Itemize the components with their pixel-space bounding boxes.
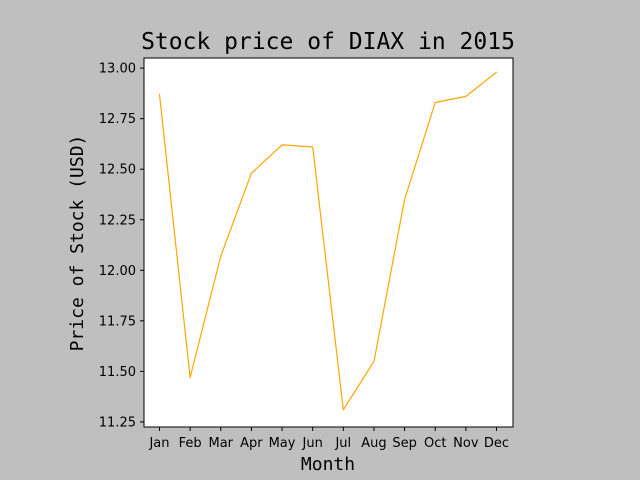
plot-area	[143, 57, 514, 428]
x-axis: Jan Feb Mar Apr May Jun Jul Aug Sep Oct Nov Dec	[148, 427, 509, 451]
x-tick-label: Sep	[392, 436, 417, 451]
x-tick-label: Oct	[424, 436, 446, 451]
x-tick-label: May	[269, 436, 296, 451]
x-tick-label: Feb	[179, 436, 202, 451]
x-tick-label: Apr	[240, 436, 263, 451]
y-tick-label: 13.00	[99, 62, 136, 77]
x-axis-label: Month	[301, 454, 355, 475]
y-tick-label: 12.00	[99, 264, 136, 279]
x-tick-label: Aug	[361, 436, 386, 451]
x-tick-label: Dec	[484, 436, 509, 451]
series-layer	[158, 71, 498, 411]
y-tick-label: 12.75	[99, 112, 136, 127]
y-tick-label: 11.25	[99, 415, 136, 430]
chart-title: Stock price of DIAX in 2015	[141, 29, 515, 55]
x-tick-label: Jan	[148, 436, 169, 451]
series-line-1	[158, 71, 498, 411]
y-tick-label: 12.25	[99, 213, 136, 228]
x-tick-label: Nov	[453, 436, 479, 451]
x-tick-label: Jul	[334, 436, 351, 451]
y-axis: 11.25 11.50 11.75 12.00 12.25 12.50 12.75 13.00	[99, 62, 144, 430]
y-tick-label: 11.75	[99, 314, 136, 329]
x-tick-label: Jun	[302, 436, 323, 451]
y-tick-label: 12.50	[99, 163, 136, 178]
x-tick-label: Mar	[209, 436, 234, 451]
y-axis-label: Price of Stock (USD)	[67, 135, 88, 352]
y-tick-label: 11.50	[99, 365, 136, 380]
